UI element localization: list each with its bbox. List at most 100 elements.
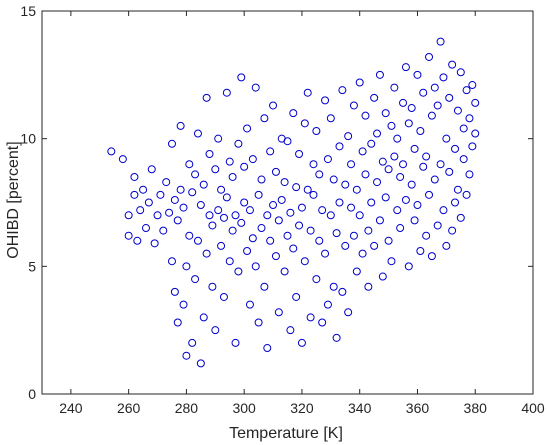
data-point [179, 300, 188, 309]
data-point [271, 167, 280, 176]
data-point [436, 37, 445, 46]
data-point [456, 213, 465, 222]
data-point [312, 275, 321, 284]
data-point [384, 236, 393, 245]
data-point [393, 206, 402, 215]
data-point [381, 193, 390, 202]
data-point [147, 165, 156, 174]
y-tick-label: 10 [20, 131, 36, 147]
x-tick-label: 280 [175, 400, 199, 416]
data-point [364, 226, 373, 235]
data-point [191, 170, 200, 179]
data-point [471, 129, 480, 138]
y-tick-label: 5 [28, 258, 36, 274]
data-point [260, 114, 269, 123]
data-point [173, 318, 182, 327]
data-point [451, 198, 460, 207]
data-point [214, 134, 223, 143]
data-point [453, 185, 462, 194]
data-point [456, 68, 465, 77]
data-point [323, 155, 332, 164]
data-point [315, 170, 324, 179]
x-tick-label: 360 [406, 400, 430, 416]
data-point [462, 86, 471, 95]
data-point [179, 203, 188, 212]
data-point [225, 257, 234, 266]
data-point [196, 359, 205, 368]
data-point [303, 88, 312, 97]
y-axis-ticks: 0 5 10 15 [20, 3, 533, 402]
y-tick-label: 15 [20, 3, 36, 19]
data-point [309, 190, 318, 199]
data-point [182, 351, 191, 360]
x-tick-label: 260 [117, 400, 141, 416]
data-point [413, 201, 422, 210]
data-point [419, 162, 428, 171]
y-axis-label: OHIBD [percent] [5, 141, 22, 258]
x-tick-label: 400 [521, 400, 545, 416]
data-point [448, 60, 457, 69]
data-point [300, 119, 309, 128]
data-point [193, 129, 202, 138]
data-point [436, 160, 445, 169]
data-point [228, 226, 237, 235]
data-point [442, 134, 451, 143]
data-point [375, 70, 384, 79]
data-point [297, 203, 306, 212]
data-point [274, 308, 283, 317]
data-point [459, 124, 468, 133]
data-point [373, 129, 382, 138]
data-point [130, 190, 139, 199]
data-point [136, 206, 145, 215]
data-point [332, 229, 341, 238]
data-point [451, 144, 460, 153]
data-point [280, 267, 289, 276]
data-point [349, 231, 358, 240]
data-point [326, 211, 335, 220]
data-point [303, 185, 312, 194]
data-point [205, 211, 214, 220]
data-point [370, 241, 379, 250]
data-point [453, 106, 462, 115]
axes-layer [41, 10, 534, 395]
x-tick-label: 340 [348, 400, 372, 416]
data-point [306, 226, 315, 235]
data-point [211, 326, 220, 335]
data-point [283, 137, 292, 146]
data-point [295, 149, 304, 158]
data-point [217, 185, 226, 194]
data-point [367, 139, 376, 148]
data-point [107, 147, 116, 156]
data-point [243, 247, 252, 256]
data-point [427, 111, 436, 120]
data-point [361, 111, 370, 120]
data-point [240, 162, 249, 171]
data-point [358, 147, 367, 156]
data-point [465, 170, 474, 179]
data-point [329, 175, 338, 184]
data-point [219, 213, 228, 222]
data-point [251, 83, 260, 92]
data-point [318, 206, 327, 215]
data-point [133, 236, 142, 245]
data-point [439, 206, 448, 215]
data-point [387, 257, 396, 266]
data-point [410, 216, 419, 225]
data-point [165, 208, 174, 217]
data-point [139, 185, 148, 194]
data-point [263, 344, 272, 353]
data-point [202, 93, 211, 102]
data-point [185, 160, 194, 169]
data-point [390, 152, 399, 161]
data-point [228, 172, 237, 181]
data-point [393, 134, 402, 143]
data-point [378, 157, 387, 166]
data-point [292, 292, 301, 301]
data-point [191, 275, 200, 284]
data-point [341, 180, 350, 189]
data-point [170, 287, 179, 296]
data-point [401, 63, 410, 72]
data-point [245, 300, 254, 309]
data-point [162, 178, 171, 187]
